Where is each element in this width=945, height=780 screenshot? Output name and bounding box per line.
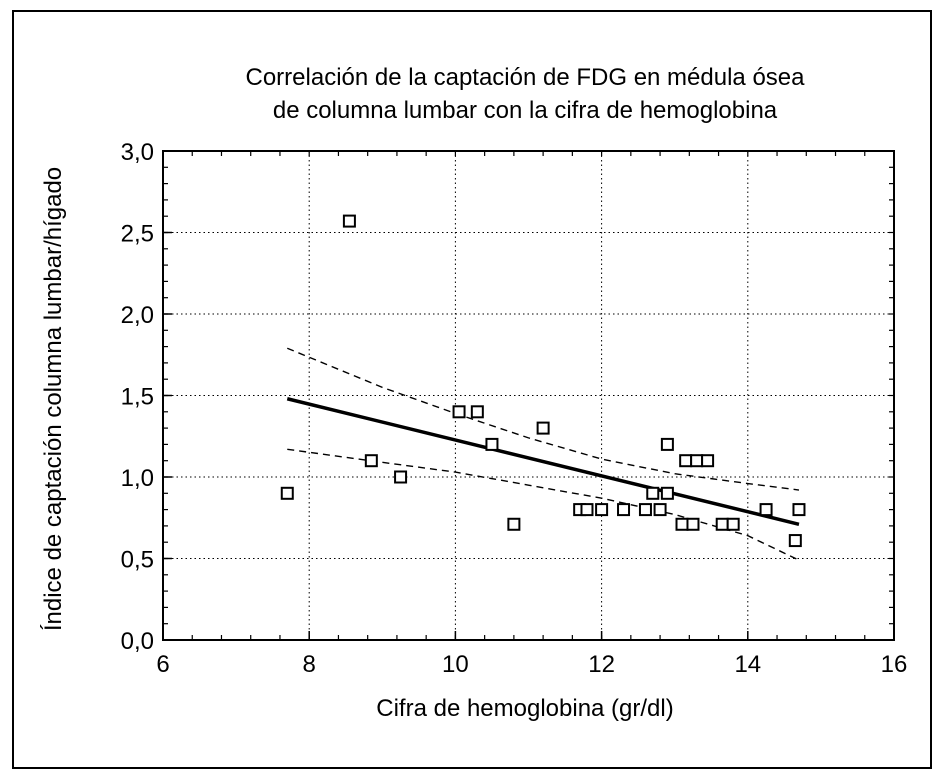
grid-lines xyxy=(163,151,894,640)
data-point xyxy=(759,503,773,517)
data-point xyxy=(660,486,674,500)
y-tick-label: 0,5 xyxy=(121,547,154,574)
plot-area-frame xyxy=(162,150,895,641)
data-point xyxy=(595,503,609,517)
chart-title-line-1: Correlación de la captación de FDG en mé… xyxy=(246,64,806,91)
confidence-bands xyxy=(287,347,800,561)
data-point xyxy=(788,534,802,548)
data-point xyxy=(675,517,689,531)
data-point xyxy=(580,503,594,517)
data-point xyxy=(364,454,378,468)
x-tick-label: 12 xyxy=(588,651,615,678)
data-point xyxy=(280,486,294,500)
confidence-band-lower xyxy=(287,448,800,561)
data-point xyxy=(715,517,729,531)
y-tick-label: 1,0 xyxy=(121,465,154,492)
x-tick-label: 10 xyxy=(442,651,469,678)
y-tick-label: 2,5 xyxy=(121,221,154,248)
data-point xyxy=(507,517,521,531)
tick-labels: 6 8 10 12 14 16 0,0 0,5 1,0 1,5 2,0 2,5 3,0 xyxy=(121,139,908,678)
data-point xyxy=(792,503,806,517)
data-point xyxy=(690,454,704,468)
x-tick-label: 6 xyxy=(156,651,169,678)
data-point xyxy=(701,454,715,468)
regression xyxy=(286,397,800,526)
data-point xyxy=(653,503,667,517)
figure-frame xyxy=(12,10,932,769)
data-point xyxy=(342,214,356,228)
data-point xyxy=(394,470,408,484)
data-point xyxy=(617,503,631,517)
data-point xyxy=(536,421,550,435)
x-axis-label: Cifra de hemoglobina (gr/dl) xyxy=(376,695,673,722)
data-point xyxy=(660,437,674,451)
y-tick-label: 3,0 xyxy=(121,139,154,166)
x-tick-label: 14 xyxy=(734,651,761,678)
data-point xyxy=(646,486,660,500)
y-tick-label: 1,5 xyxy=(121,384,154,411)
confidence-band-upper xyxy=(287,347,800,491)
x-tick-label: 16 xyxy=(881,651,908,678)
y-tick-label: 0,0 xyxy=(121,628,154,655)
data-point xyxy=(470,405,484,419)
chart-title-line-2: de columna lumbar con la cifra de hemogl… xyxy=(273,97,778,124)
data-point xyxy=(452,405,466,419)
x-tick-label: 8 xyxy=(303,651,316,678)
data-point xyxy=(686,517,700,531)
data-point xyxy=(485,437,499,451)
regression-line xyxy=(286,397,800,526)
data-points xyxy=(280,214,806,548)
y-tick-label: 2,0 xyxy=(121,302,154,329)
data-point xyxy=(726,517,740,531)
y-axis-label: Índice de captación columna lumbar/hígad… xyxy=(40,167,67,631)
data-point xyxy=(638,503,652,517)
data-point xyxy=(679,454,693,468)
